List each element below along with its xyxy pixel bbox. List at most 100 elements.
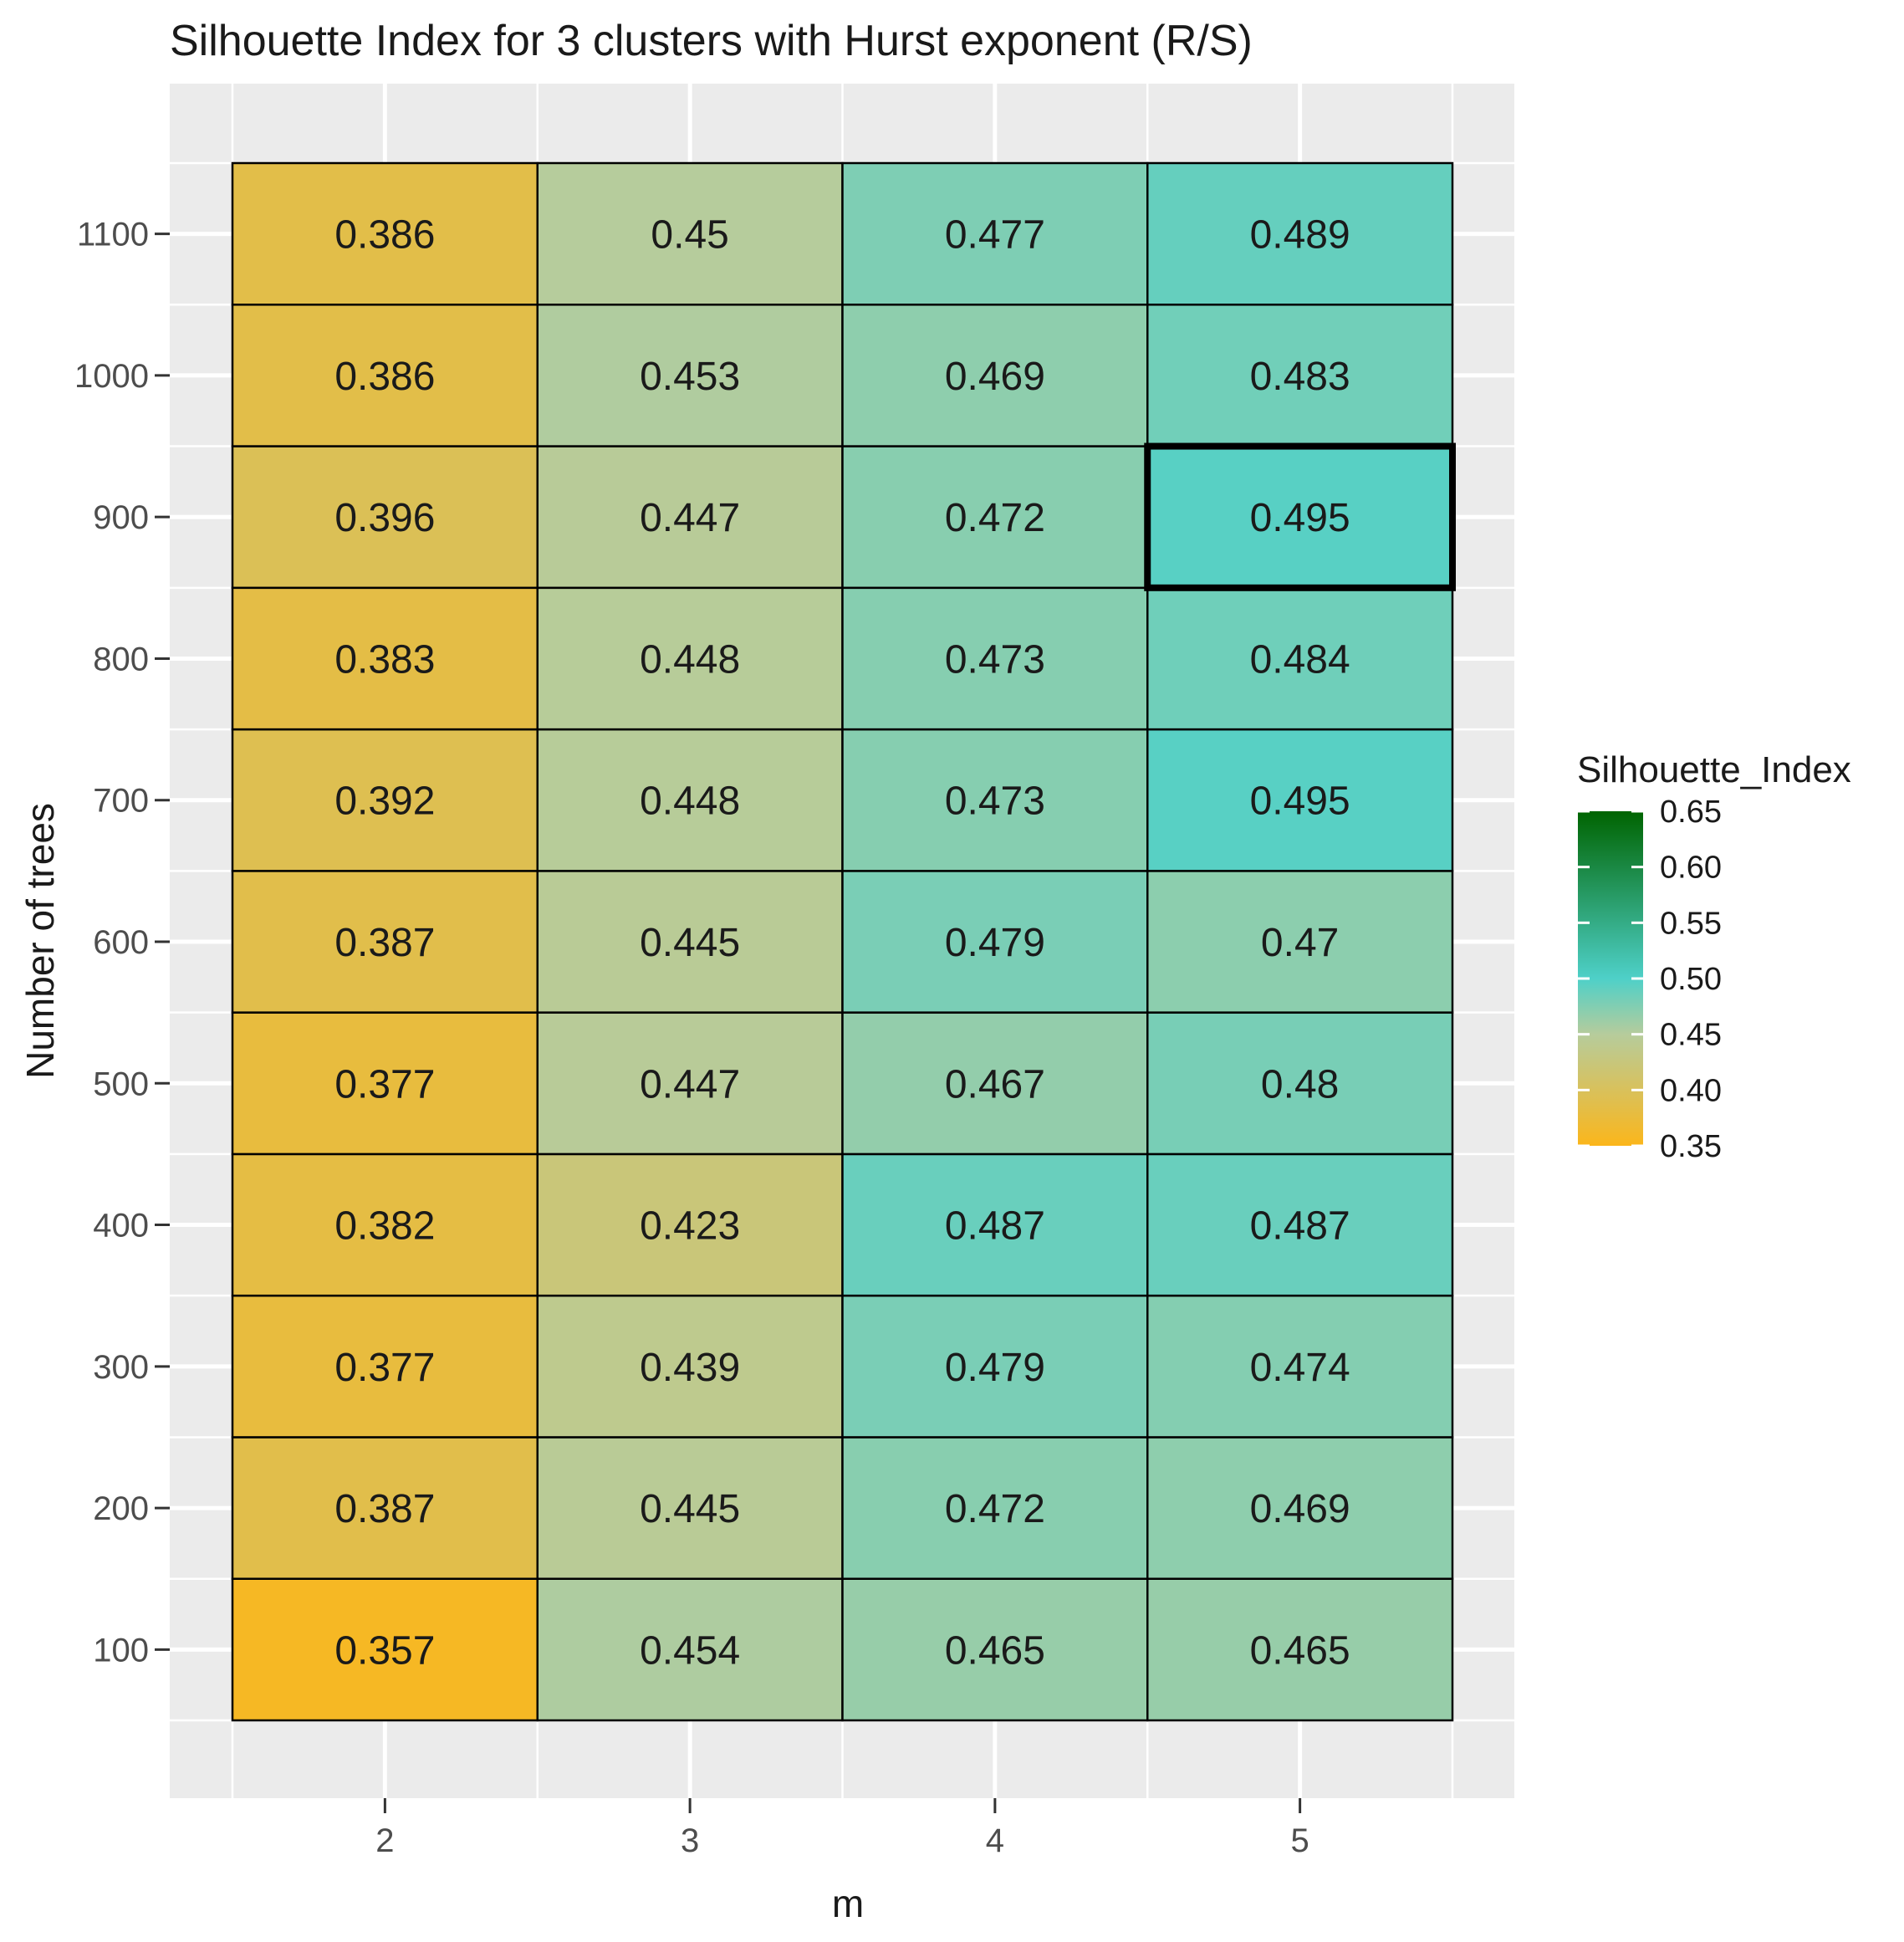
legend-tick-label: 0.65 (1660, 795, 1722, 830)
cell-value-label: 0.377 (334, 1346, 435, 1390)
cell-value-label: 0.387 (334, 921, 435, 965)
y-tick-label: 400 (93, 1208, 149, 1244)
cell-value-label: 0.465 (945, 1628, 1045, 1673)
heatmap-cell (1146, 1011, 1454, 1156)
cell-value-label: 0.453 (640, 355, 740, 399)
cell-value-label: 0.45 (651, 213, 728, 258)
heatmap-cell (231, 1294, 539, 1439)
cell-value-label: 0.473 (945, 779, 1045, 824)
cell-value-label: 0.382 (334, 1204, 435, 1249)
cell-value-label: 0.454 (640, 1628, 740, 1673)
heatmap-cell (841, 1294, 1149, 1439)
cell-value-label: 0.465 (1250, 1628, 1350, 1673)
highlight-layer (1144, 442, 1456, 591)
heatmap-cell (536, 161, 844, 306)
cell-value-label: 0.474 (1250, 1346, 1350, 1390)
heatmap-cell (1146, 1436, 1454, 1580)
y-tick-label: 600 (93, 924, 149, 961)
legend-tick-label: 0.45 (1660, 1018, 1722, 1053)
cell-value-label: 0.357 (334, 1628, 435, 1673)
cell-value-label: 0.447 (640, 496, 740, 540)
y-tick-label: 500 (93, 1066, 149, 1102)
color-legend: Silhouette_Index 0.35 0.40 0.45 0.50 0.55 0.6… (1577, 749, 1851, 1164)
legend-tick-label: 0.50 (1660, 962, 1722, 997)
heatmap-cell (231, 304, 539, 447)
y-tick-label: 1100 (77, 217, 149, 253)
cell-value-label: 0.423 (640, 1204, 740, 1249)
cell-value-label: 0.386 (334, 213, 435, 258)
cell-value-label: 0.487 (945, 1204, 1045, 1249)
heatmap-cell (231, 161, 539, 306)
cell-value-label: 0.439 (640, 1346, 740, 1390)
heatmap-cell (536, 1011, 844, 1156)
y-axis-title: Number of trees (18, 803, 62, 1079)
heatmap-cell (1146, 304, 1454, 447)
legend-title: Silhouette_Index (1577, 749, 1851, 790)
legend-tick-label: 0.40 (1660, 1073, 1722, 1108)
cell-value-label: 0.386 (334, 355, 435, 399)
cell-value-label: 0.473 (945, 637, 1045, 682)
heatmap-cell (231, 1152, 539, 1297)
x-tick-label: 5 (1291, 1822, 1309, 1859)
heatmap-cell (1146, 1294, 1454, 1439)
y-tick-label: 300 (93, 1349, 149, 1386)
heatmap-cell (841, 1011, 1149, 1156)
heatmap-cell (231, 728, 539, 872)
cell-value-label: 0.445 (640, 1487, 740, 1531)
cell-value-label: 0.448 (640, 779, 740, 824)
cell-value-label: 0.467 (945, 1062, 1045, 1106)
cell-value-label: 0.484 (1250, 637, 1350, 682)
y-tick-label: 700 (93, 783, 149, 820)
cell-value-label: 0.495 (1250, 496, 1350, 540)
cell-value-label: 0.495 (1250, 779, 1350, 824)
cell-value-label: 0.469 (945, 355, 1045, 399)
cell-value-label: 0.472 (945, 496, 1045, 540)
heatmap-cell (536, 304, 844, 447)
y-axis: 100 200 300 400 500 600 700 800 900 1000 1100 (74, 217, 170, 1669)
cell-value-label: 0.489 (1250, 213, 1350, 258)
cell-value-label: 0.445 (640, 921, 740, 965)
heatmap-cell (536, 1294, 844, 1439)
y-tick-label: 900 (93, 499, 149, 536)
heatmap-cell (536, 870, 844, 1014)
cell-value-label: 0.477 (945, 213, 1045, 258)
heatmap-cell (1146, 586, 1454, 731)
y-tick-label: 200 (93, 1490, 149, 1527)
cell-value-label: 0.48 (1261, 1062, 1339, 1106)
cell-value-label: 0.377 (334, 1062, 435, 1106)
heatmap-cell (231, 586, 539, 731)
legend-tick-label: 0.60 (1660, 851, 1722, 886)
x-tick-label: 2 (375, 1822, 394, 1859)
heatmap-cells: 0.357 0.454 0.465 0.465 0.387 0.445 0.472 0.469… (231, 161, 1454, 1722)
cell-value-label: 0.448 (640, 637, 740, 682)
cell-value-label: 0.396 (334, 496, 435, 540)
cell-value-label: 0.479 (945, 921, 1045, 965)
heatmap-cell (841, 728, 1149, 872)
x-tick-label: 4 (986, 1822, 1004, 1859)
heatmap-cell (1146, 161, 1454, 306)
x-axis-title: m (832, 1882, 864, 1925)
heatmap-cell (1146, 728, 1454, 872)
x-axis: 2 3 4 5 (375, 1798, 1309, 1859)
heatmap-cell (841, 304, 1149, 447)
y-tick-label: 100 (93, 1632, 149, 1669)
cell-value-label: 0.487 (1250, 1204, 1350, 1249)
heatmap-cell (841, 586, 1149, 731)
cell-value-label: 0.447 (640, 1062, 740, 1106)
heatmap-cell (231, 870, 539, 1014)
highlighted-cell-border (1144, 442, 1456, 591)
heatmap-cell (841, 1152, 1149, 1297)
cell-value-label: 0.472 (945, 1487, 1045, 1531)
y-tick-label: 1000 (74, 358, 149, 395)
legend-ticks: 0.35 0.40 0.45 0.50 0.55 0.60 0.65 (1578, 795, 1722, 1164)
cell-value-label: 0.387 (334, 1487, 435, 1531)
cell-value-label: 0.483 (1250, 355, 1350, 399)
heatmap-cell (841, 1436, 1149, 1580)
heatmap-cell (1146, 1577, 1454, 1722)
legend-tick-label: 0.35 (1660, 1129, 1722, 1164)
heatmap-cell (536, 445, 844, 590)
cell-value-label: 0.392 (334, 779, 435, 824)
heatmap-cell (536, 1577, 844, 1722)
heatmap-cell (841, 1577, 1149, 1722)
